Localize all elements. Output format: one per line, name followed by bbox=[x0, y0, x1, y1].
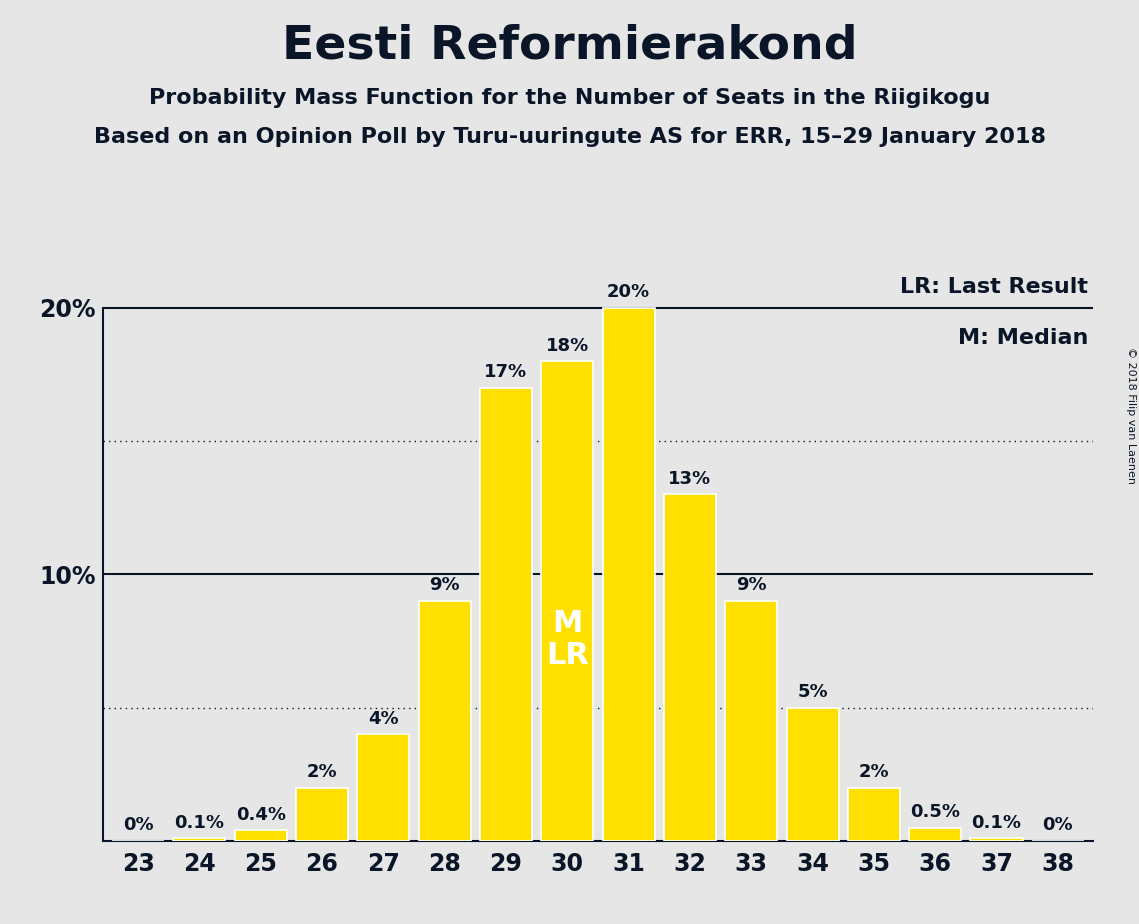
Bar bbox=[970, 838, 1023, 841]
Text: 0.4%: 0.4% bbox=[236, 806, 286, 823]
Text: 0.1%: 0.1% bbox=[972, 813, 1022, 832]
Text: 18%: 18% bbox=[546, 336, 589, 355]
Bar bbox=[847, 787, 900, 841]
Text: 0.5%: 0.5% bbox=[910, 803, 960, 821]
Text: Based on an Opinion Poll by Turu-uuringute AS for ERR, 15–29 January 2018: Based on an Opinion Poll by Turu-uuringu… bbox=[93, 127, 1046, 147]
Bar bbox=[358, 735, 409, 841]
Bar bbox=[480, 388, 532, 841]
Bar bbox=[726, 601, 777, 841]
Text: Probability Mass Function for the Number of Seats in the Riigikogu: Probability Mass Function for the Number… bbox=[149, 88, 990, 108]
Text: 2%: 2% bbox=[859, 763, 890, 781]
Text: 0%: 0% bbox=[123, 816, 154, 834]
Bar bbox=[664, 494, 716, 841]
Text: LR: Last Result: LR: Last Result bbox=[901, 276, 1089, 297]
Text: © 2018 Filip van Laenen: © 2018 Filip van Laenen bbox=[1126, 347, 1136, 484]
Bar bbox=[173, 838, 226, 841]
Bar bbox=[909, 828, 961, 841]
Text: M: Median: M: Median bbox=[958, 328, 1089, 348]
Text: 9%: 9% bbox=[429, 577, 460, 594]
Text: 17%: 17% bbox=[484, 363, 527, 382]
Bar bbox=[603, 308, 655, 841]
Text: 13%: 13% bbox=[669, 469, 712, 488]
Text: 0%: 0% bbox=[1042, 816, 1073, 834]
Text: 0.1%: 0.1% bbox=[174, 813, 224, 832]
Bar bbox=[296, 787, 349, 841]
Text: M
LR: M LR bbox=[546, 609, 589, 670]
Text: 20%: 20% bbox=[607, 284, 650, 301]
Text: 4%: 4% bbox=[368, 710, 399, 727]
Text: 5%: 5% bbox=[797, 683, 828, 701]
Bar bbox=[787, 708, 838, 841]
Bar bbox=[235, 830, 287, 841]
Text: 9%: 9% bbox=[736, 577, 767, 594]
Text: 2%: 2% bbox=[306, 763, 337, 781]
Text: Eesti Reformierakond: Eesti Reformierakond bbox=[281, 23, 858, 68]
Bar bbox=[419, 601, 470, 841]
Bar bbox=[541, 361, 593, 841]
